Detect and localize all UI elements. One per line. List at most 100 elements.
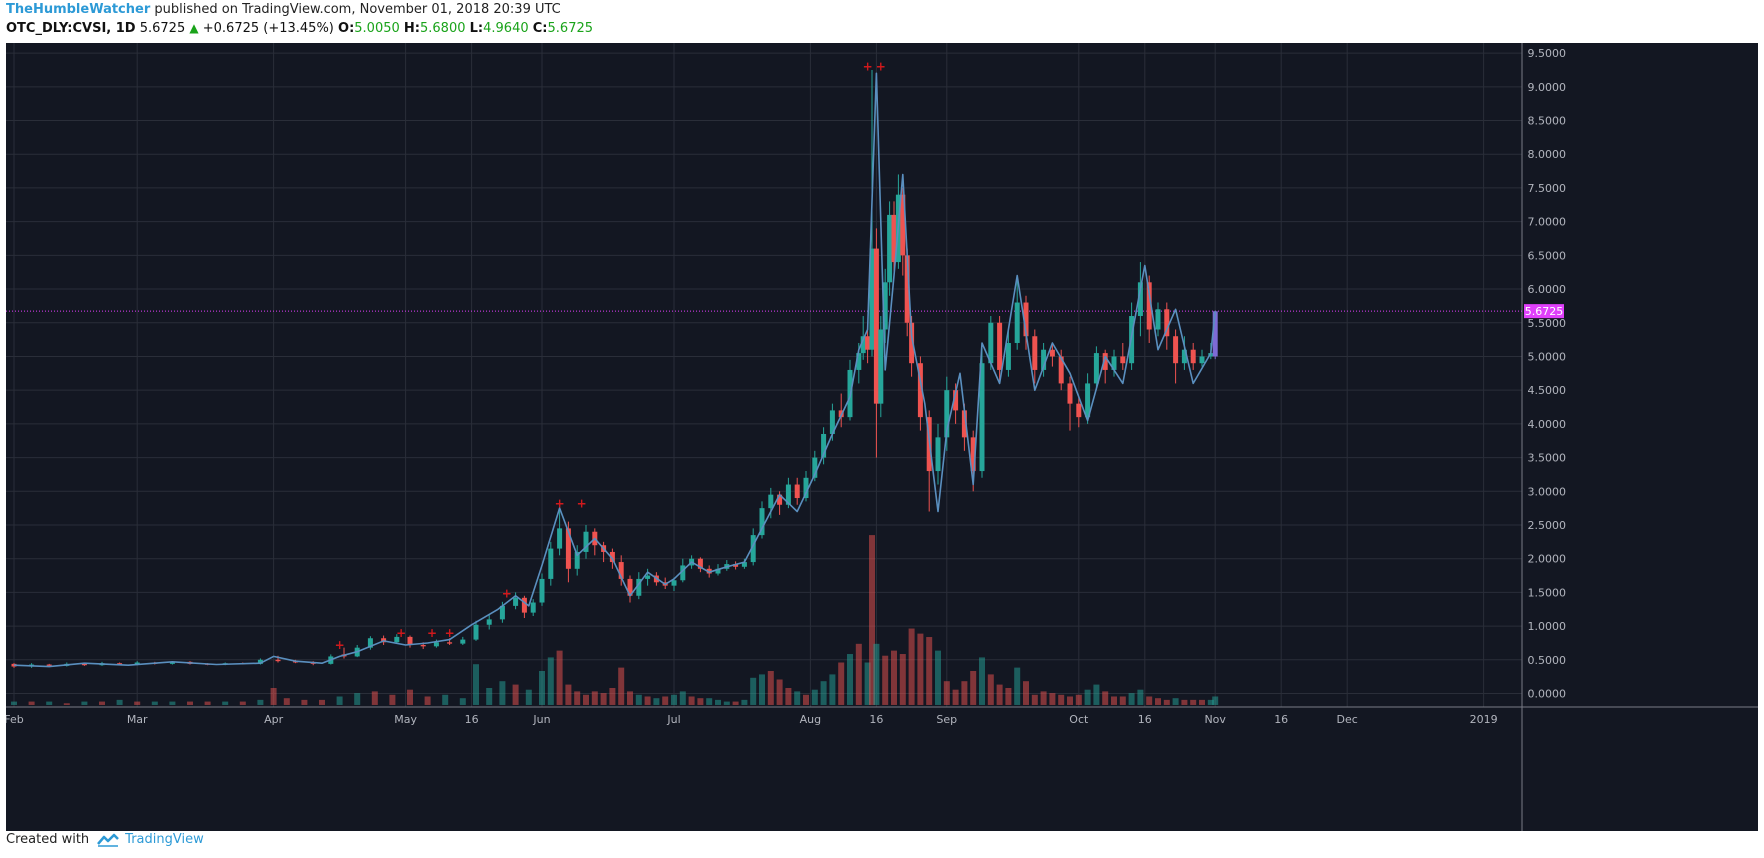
x-tick-label: Dec (1337, 713, 1358, 726)
volume-bar (63, 703, 70, 705)
current-price-badge (1524, 304, 1564, 319)
candle-body (1173, 336, 1179, 364)
candle-body (618, 562, 624, 579)
volume-bar (644, 696, 651, 705)
volume-bar (556, 650, 563, 705)
volume-bar (952, 689, 959, 705)
volume-bar (688, 696, 695, 705)
candle-body (513, 597, 519, 606)
low-label: L: (469, 21, 484, 36)
candle-body (1155, 309, 1161, 330)
candle-body (1067, 383, 1073, 404)
volume-bar (715, 699, 721, 705)
candle-body (909, 322, 915, 364)
volume-bar (829, 674, 836, 705)
y-tick-label: 4.5000 (1528, 384, 1567, 397)
volume-bar (987, 674, 994, 705)
volume-bar (525, 689, 532, 705)
volume-bar (1031, 694, 1038, 705)
candle-body (447, 642, 453, 644)
candle-body (944, 390, 950, 438)
y-tick-label: 2.0000 (1528, 553, 1567, 566)
volume-bar (732, 701, 739, 705)
last-price: 5.6725 (139, 21, 186, 36)
candle-body (953, 390, 959, 411)
volume-bar (583, 694, 589, 705)
x-tick-label: Aug (800, 713, 821, 726)
candle-body (900, 194, 906, 256)
candle-body (609, 551, 615, 563)
volume-bar (1040, 691, 1047, 705)
candle-body (1212, 311, 1218, 357)
volume-bar (283, 698, 290, 705)
candle-body (878, 329, 884, 404)
y-tick-label: 8.0000 (1528, 148, 1567, 161)
price-chart[interactable]: 9.5000 9.0000 8.5000 8.0000 7.5000 7.0000 6.50… (6, 43, 1758, 831)
high-label: H: (403, 21, 420, 36)
candle-body (539, 578, 545, 603)
volume-bar (741, 699, 748, 705)
tradingview-brand-link[interactable]: TradingView (125, 832, 204, 847)
author-link[interactable]: TheHumbleWatcher (6, 2, 151, 17)
volume-bar (864, 662, 871, 705)
volume-bar (899, 654, 906, 705)
y-tick-label: 5.0000 (1528, 350, 1567, 363)
x-tick-label: Oct (1069, 713, 1089, 726)
candle-body (1023, 302, 1029, 337)
signal-marker: + (577, 496, 587, 510)
signal-marker: + (335, 638, 345, 652)
volume-bar (1212, 696, 1219, 705)
candle-body (1032, 336, 1038, 370)
volume-bar (618, 667, 625, 705)
volume-bar (979, 657, 985, 705)
volume-bar (908, 628, 915, 705)
volume-bar (600, 693, 607, 705)
volume-bar (627, 691, 633, 705)
close-value: 5.6725 (547, 21, 594, 36)
candle-body (697, 558, 703, 569)
volume-bar (116, 699, 123, 705)
signal-marker: + (502, 587, 512, 601)
volume-bar (1190, 699, 1197, 705)
y-tick-label: 6.0000 (1528, 283, 1567, 296)
y-tick-label: 7.0000 (1528, 216, 1567, 229)
candle-body (1102, 353, 1108, 370)
candle-body (785, 484, 791, 505)
candle-body (794, 484, 800, 499)
volume-bar (855, 643, 862, 705)
volume-bar (662, 696, 669, 705)
volume-bar (486, 687, 493, 705)
x-tick-label: Jul (666, 713, 680, 726)
volume-bar (869, 535, 875, 705)
volume-bar (407, 689, 413, 705)
candle-body (1120, 356, 1126, 364)
volume-bar (134, 701, 141, 705)
signal-marker: + (396, 626, 406, 640)
x-tick-label: May (394, 713, 417, 726)
ticker-symbol: OTC_DLY:CVSI, 1D (6, 21, 136, 36)
volume-bar (1014, 667, 1021, 705)
volume-bar (1207, 699, 1214, 705)
volume-bar (11, 701, 17, 705)
candle-body (367, 638, 373, 648)
volume-bar (389, 694, 396, 705)
candle-body (777, 494, 783, 505)
candle-body (803, 477, 809, 499)
candle-body (750, 535, 756, 563)
candle-body (1181, 349, 1187, 364)
volume-bar (459, 698, 466, 705)
candle-body (420, 644, 426, 647)
volume-bar (81, 701, 88, 705)
volume-bar (1155, 698, 1161, 705)
volume-bar (1075, 694, 1082, 705)
candle-body (486, 619, 492, 625)
volume-bar (776, 679, 783, 705)
y-tick-label: 2.5000 (1528, 519, 1567, 532)
volume-bar (1049, 693, 1056, 705)
open-value: 5.0050 (354, 21, 400, 36)
volume-bar (882, 655, 889, 705)
low-value: 4.9640 (483, 21, 529, 36)
volume-bar (222, 701, 229, 705)
candle-body (1137, 282, 1143, 317)
volume-bar (46, 701, 53, 705)
